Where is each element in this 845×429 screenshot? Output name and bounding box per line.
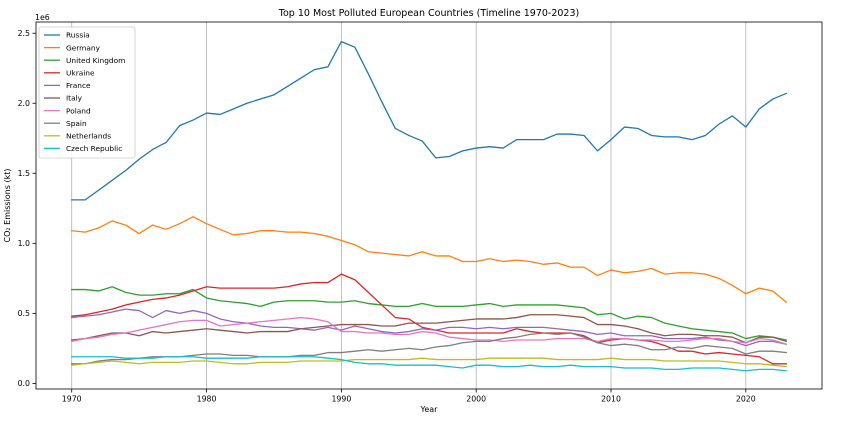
legend-entry: Germany [44, 43, 101, 52]
legend-entry: Ukraine [44, 69, 95, 78]
x-tick-label: 1980 [197, 395, 217, 404]
y-tick-label: 1.5 [18, 169, 30, 178]
x-tick-label: 1990 [331, 395, 351, 404]
legend-label: France [66, 81, 91, 90]
series-line-france [71, 308, 788, 347]
x-tick-label: 1970 [62, 395, 82, 404]
legend-label: Germany [66, 43, 101, 52]
legend-label: Spain [66, 119, 87, 128]
x-tick-label: 2020 [736, 395, 756, 404]
y-tick-label: 1.0 [18, 239, 30, 248]
chart-title: Top 10 Most Polluted European Countries … [278, 8, 579, 19]
x-axis-label: Year [420, 405, 439, 414]
x-tick-label: 2000 [466, 395, 486, 404]
legend-entry: Italy [44, 94, 83, 103]
series-line-poland [70, 316, 788, 345]
legend-entry: France [44, 81, 91, 90]
y-axis-label: CO₂ Emissions (kt) [3, 169, 12, 243]
legend-label: Ukraine [66, 69, 95, 78]
legend-entry: Netherlands [44, 132, 111, 141]
legend-entry: United Kingdom [44, 56, 125, 65]
legend-label: United Kingdom [66, 56, 125, 65]
legend: Russia Germany United Kingdom Ukraine France… [38, 26, 136, 159]
series-line-united-kingdom [71, 286, 788, 341]
y-tick-label: 2.5 [18, 29, 30, 38]
y-tick-label: 2.0 [18, 99, 30, 108]
y-axis-offset-label: 1e6 [35, 13, 50, 22]
legend-entry: Russia [44, 31, 90, 40]
legend-label: Poland [66, 106, 91, 115]
legend-label: Russia [66, 31, 90, 40]
legend-entry: Poland [44, 106, 91, 115]
series-lines [70, 40, 788, 372]
x-tick-label: 2010 [601, 395, 621, 404]
series-line-netherlands [71, 357, 787, 368]
series-line-italy [71, 314, 788, 344]
legend-label: Italy [66, 94, 83, 103]
plot-frame [35, 21, 823, 390]
legend-label: Czech Republic [66, 144, 122, 153]
series-line-russia [71, 40, 788, 201]
series-line-spain [71, 332, 787, 365]
y-tick-label: 0.5 [18, 309, 30, 318]
legend-entry: Czech Republic [44, 144, 122, 153]
legend-entry: Spain [44, 119, 87, 128]
axes: 1970 1980 1990 2000 2010 2020 0.0 0.5 1.0 1.5 2.0 2… [18, 21, 823, 404]
y-tick-label: 0.0 [18, 379, 30, 388]
series-line-ukraine [71, 273, 787, 365]
series-line-czech-republic [71, 356, 787, 372]
legend-box [38, 26, 136, 159]
series-line-germany [71, 216, 788, 304]
legend-label: Netherlands [66, 132, 111, 141]
